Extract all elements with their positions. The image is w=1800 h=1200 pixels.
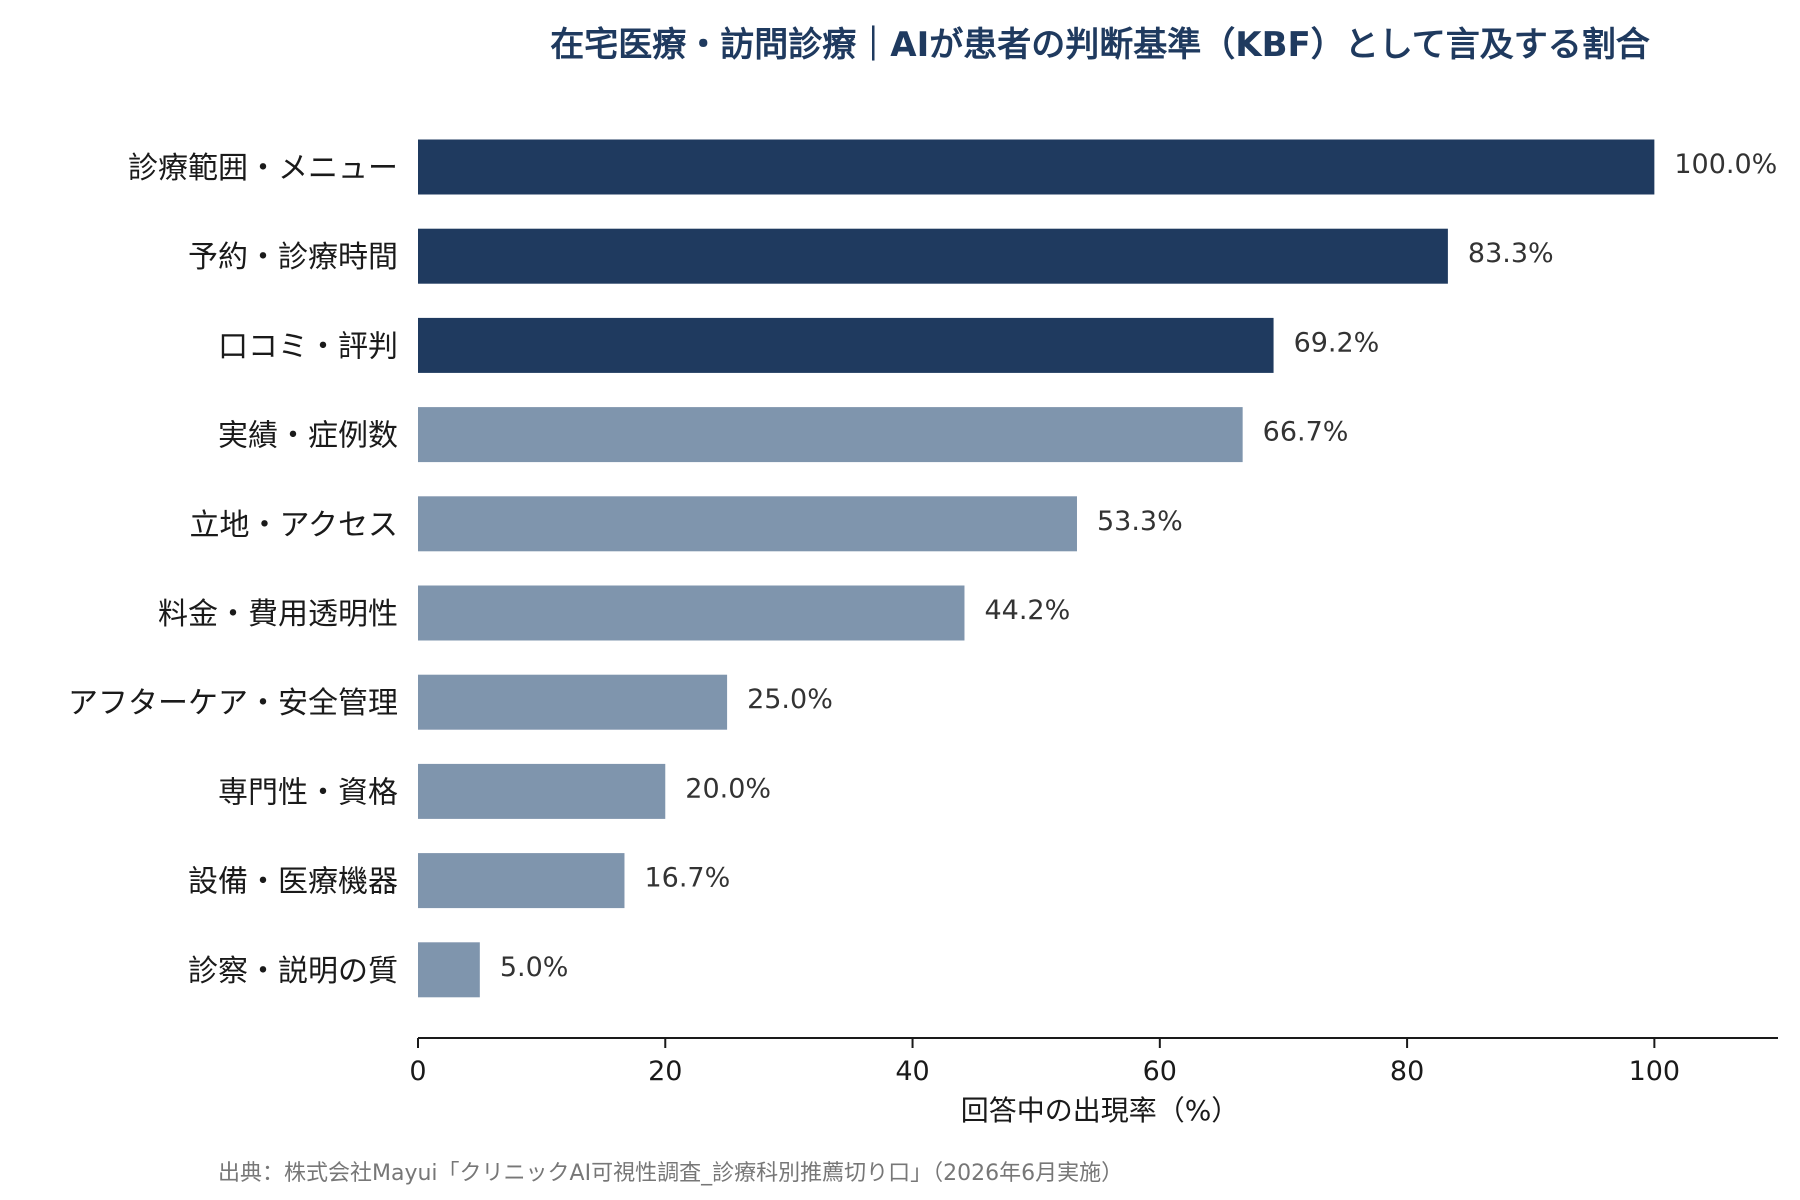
bar-1 <box>418 139 1655 195</box>
category-label-4: 実績・症例数 <box>218 419 398 454</box>
bar-9 <box>418 853 625 909</box>
value-label-5: 53.3% <box>1097 506 1183 537</box>
bar-5 <box>418 496 1077 552</box>
value-label-4: 66.7% <box>1263 417 1349 448</box>
value-label-3: 69.2% <box>1294 327 1380 358</box>
x-tick-label-40: 40 <box>895 1056 929 1087</box>
x-tick-label-20: 20 <box>648 1056 682 1087</box>
category-label-5: 立地・アクセス <box>190 508 399 543</box>
x-axis: 0 20 40 60 80 100 <box>409 1037 1778 1087</box>
bar-10 <box>418 942 480 998</box>
value-label-1: 100.0% <box>1674 149 1777 180</box>
category-label-6: 料金・費用透明性 <box>158 597 398 632</box>
x-axis-title: 回答中の出現率（%） <box>961 1094 1240 1127</box>
value-label-7: 25.0% <box>747 684 833 715</box>
bar-8 <box>418 763 666 819</box>
x-tick-label-80: 80 <box>1390 1056 1424 1087</box>
category-label-3: 口コミ・評判 <box>218 329 398 364</box>
value-label-6: 44.2% <box>984 595 1070 626</box>
value-label-10: 5.0% <box>500 952 569 983</box>
bar-6 <box>418 585 965 641</box>
category-label-9: 設備・医療機器 <box>188 865 398 900</box>
source-note: 出典：株式会社Mayui「クリニックAI可視性調査_診療科別推薦切り口」（202… <box>218 1161 1123 1186</box>
bar-4 <box>418 407 1243 463</box>
category-label-1: 診療範囲・メニュー <box>128 151 398 186</box>
x-tick-label-60: 60 <box>1143 1056 1177 1087</box>
x-tick-label-0: 0 <box>409 1056 426 1087</box>
bar-2 <box>418 228 1448 284</box>
value-label-9: 16.7% <box>644 863 730 894</box>
bar-3 <box>418 317 1274 373</box>
x-tick-label-100: 100 <box>1629 1056 1681 1087</box>
bar-7 <box>418 674 728 730</box>
value-label-8: 20.0% <box>685 773 771 804</box>
category-label-8: 専門性・資格 <box>218 775 398 810</box>
bars-layer: 診療範囲・メニュー 100.0% 予約・診療時間 83.3% 口コミ・評判 69.2% 実績… <box>68 139 1777 998</box>
category-label-10: 診察・説明の質 <box>188 954 398 989</box>
category-label-7: アフターケア・安全管理 <box>68 686 398 721</box>
value-label-2: 83.3% <box>1468 238 1554 269</box>
category-label-2: 予約・診療時間 <box>188 240 398 275</box>
chart-title: 在宅医療・訪問診療｜AIが患者の判断基準（KBF）として言及する割合 <box>550 25 1649 65</box>
